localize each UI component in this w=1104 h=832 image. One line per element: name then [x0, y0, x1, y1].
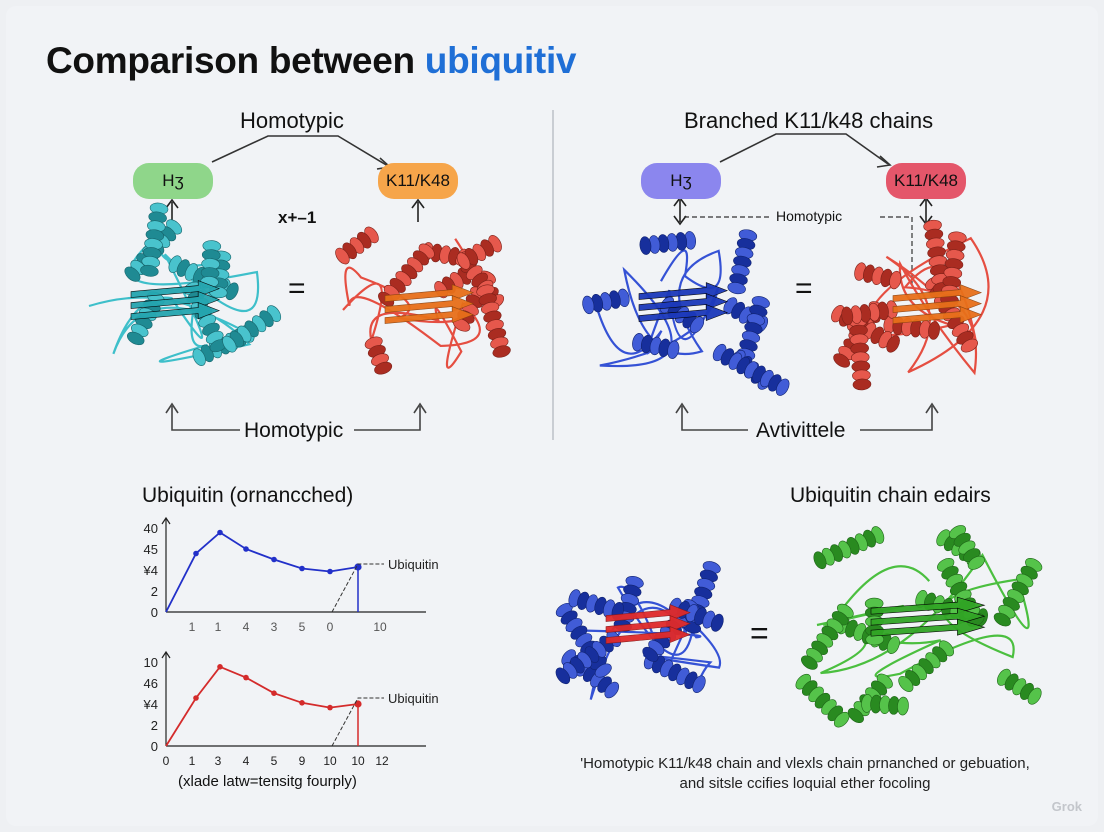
top-left-bottom-label: Homotypic — [244, 419, 344, 442]
panel-divider — [552, 110, 554, 440]
top-left-pill-k11k48: K11/K48 — [378, 163, 458, 199]
line-chart-red: 10 46 ¥4 2 00 1 3 4 5 9 10 10 12 Ubiquitin — [143, 650, 439, 768]
bottom-right-heading: Ubiquitin chain edairs — [790, 484, 991, 507]
watermark-logo: Grok — [1051, 799, 1082, 814]
data-point — [299, 565, 305, 572]
top-right-dashed-label: Homotypic — [776, 208, 843, 224]
protein-green-icon — [795, 525, 1043, 728]
top-right-pill-h3-label: Hʒ — [670, 171, 692, 190]
bottom-right-equals: = — [750, 615, 769, 651]
title-prefix: Comparison between — [46, 40, 425, 81]
ytick-label: 46 — [144, 676, 158, 691]
xtick-label: 5 — [271, 754, 278, 768]
line-chart-blue: 40 45 ¥4 2 0 1 1 4 3 5 0 10 Ubiquitin — [143, 516, 439, 634]
xtick-label: 9 — [299, 754, 306, 768]
ytick-label: 2 — [151, 718, 158, 733]
xtick-label: 10 — [323, 754, 337, 768]
top-left-pill-h3-label: Hʒ — [162, 171, 184, 190]
top-right-bottom-label: Avtivittele — [756, 419, 846, 442]
xtick-label: 1 — [189, 754, 196, 768]
ytick-label: ¥4 — [143, 563, 158, 578]
data-point — [193, 695, 199, 701]
xtick-label: 3 — [215, 754, 222, 768]
protein-blue-icon — [582, 229, 790, 396]
xtick-label: 0 — [327, 620, 334, 634]
top-left-equals: = — [288, 272, 306, 305]
protein-complex-icon — [555, 561, 724, 700]
data-point — [217, 529, 223, 536]
ytick-label: 0 — [151, 605, 158, 620]
caption-line-1: 'Homotypic K11/k48 chain and vlexls chai… — [580, 755, 1030, 772]
series-line — [165, 665, 359, 747]
ytick-label: 45 — [144, 542, 158, 557]
data-point — [271, 556, 277, 563]
top-right-equals: = — [795, 272, 813, 305]
ytick-label: 40 — [144, 521, 158, 536]
xtick-label: 10 — [373, 620, 387, 634]
data-point — [271, 690, 277, 696]
caption-line-2: and sitsle ccifies loquial ether focolin… — [679, 775, 931, 792]
xtick-label: 1 — [215, 620, 222, 634]
top-right-pill-k11k48-label: K11/K48 — [894, 171, 958, 190]
top-left-heading: Homotypic — [240, 108, 344, 133]
data-point — [327, 704, 333, 711]
top-right-pill-k11k48: K11/K48 — [886, 163, 966, 199]
protein-red-icon — [335, 226, 511, 375]
top-right-heading: Branched K11/k48 chains — [684, 108, 934, 133]
data-point — [243, 674, 249, 681]
data-point — [217, 664, 223, 670]
annotation-label: Ubiquitin — [388, 557, 439, 572]
annotation-label: Ubiquitin — [388, 691, 439, 706]
ytick-label: 0 — [151, 739, 158, 754]
xtick-label: 1 — [189, 620, 196, 634]
page-title: Comparison between ubiquitiv — [46, 40, 577, 82]
ytick-label: 2 — [151, 584, 158, 599]
ytick-label: 10 — [144, 655, 158, 670]
xtick-label: 12 — [375, 754, 389, 768]
protein-red-branched-icon — [831, 219, 990, 391]
title-accent: ubiquitiv — [424, 40, 577, 81]
xtick-label: 0 — [163, 754, 170, 768]
data-point — [243, 546, 249, 552]
chart-xlabel: (xlade latw=tensitg fourply) — [178, 773, 357, 790]
ytick-label: ¥4 — [143, 697, 158, 712]
protein-cyan-icon — [88, 202, 282, 366]
top-left-mid-label: x+–1 — [278, 208, 317, 227]
xtick-label: 4 — [243, 620, 250, 634]
series-line — [165, 531, 359, 613]
figure-caption: 'Homotypic K11/k48 chain and vlexls chai… — [540, 754, 1070, 794]
top-left-pill-h3: Hʒ — [133, 163, 213, 199]
xtick-label: 5 — [299, 620, 306, 634]
data-point — [327, 568, 333, 575]
top-right-pill-h3: Hʒ — [641, 163, 721, 199]
top-left-pill-k11k48-label: K11/K48 — [386, 171, 450, 190]
xtick-label: 10 — [351, 754, 365, 768]
xtick-label: 4 — [243, 754, 250, 768]
data-point — [299, 700, 305, 706]
data-point — [193, 550, 199, 557]
xtick-label: 3 — [271, 620, 278, 634]
bottom-left-heading: Ubiquitin (ornancched) — [142, 484, 354, 507]
